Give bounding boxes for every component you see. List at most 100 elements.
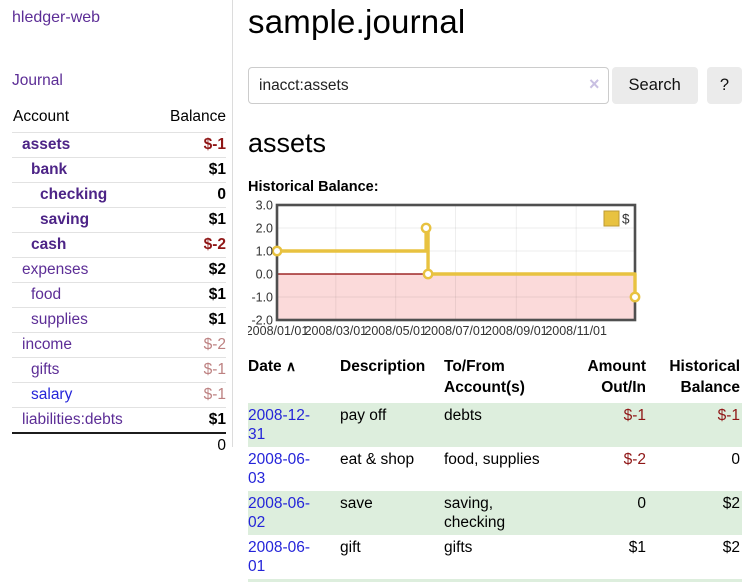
x-axis-tick-label: 2008/09/01	[485, 324, 548, 338]
transaction-date-link[interactable]: 2008-06-02	[248, 495, 311, 531]
accounts-table-header: Account Balance	[12, 105, 226, 133]
account-link[interactable]: gifts	[31, 361, 60, 378]
register-row[interactable]: 2008-12-31 pay off debts $-1 $-1	[248, 403, 742, 447]
transaction-accounts: debts	[444, 407, 482, 424]
transaction-accounts: saving, checking	[444, 495, 506, 531]
account-balance: $1	[153, 307, 226, 333]
y-axis-tick-label: 3.0	[256, 199, 273, 213]
transaction-balance: 0	[731, 451, 740, 468]
search-box: ×	[248, 67, 609, 104]
legend-label: $	[622, 212, 630, 227]
transaction-date-link[interactable]: 2008-06-03	[248, 451, 311, 487]
legend-swatch	[603, 210, 620, 227]
chart-canvas[interactable]: $3.0 2.0 1.0 0.0 -1.0 -2.02008/01/012008/03/0…	[248, 198, 742, 348]
data-point-marker	[420, 222, 432, 234]
accounts-header-balance: Balance	[169, 108, 226, 125]
y-axis-tick-label: 2.0	[256, 222, 273, 236]
account-row: supplies $1	[12, 307, 226, 333]
account-balance: 0	[153, 182, 226, 208]
data-point-marker	[271, 245, 283, 257]
transaction-description: gift	[340, 539, 361, 556]
column-header-balance[interactable]: Historical Balance	[669, 358, 740, 396]
help-button[interactable]: ?	[706, 67, 742, 104]
transaction-amount: $-2	[623, 451, 646, 468]
account-link[interactable]: expenses	[22, 261, 89, 278]
register-row[interactable]: 2008-06-01 gift gifts $1 $2	[248, 535, 742, 579]
transaction-accounts: food, supplies	[444, 451, 540, 468]
accounts-table: Account Balance assets $-1 bank $1 checking 0…	[12, 105, 226, 458]
transaction-description: eat & shop	[340, 451, 415, 468]
account-row: cash $-2	[12, 232, 226, 258]
transaction-balance: $2	[722, 539, 740, 556]
account-balance: $1	[153, 157, 226, 183]
account-balance: $-2	[153, 232, 226, 258]
register-table: Date ∧ Description To/From Account(s) Am…	[248, 354, 742, 582]
account-row: gifts $-1	[12, 357, 226, 383]
account-link[interactable]: liabilities:debts	[22, 411, 123, 428]
account-link[interactable]: cash	[31, 236, 67, 253]
sidebar-item-journal[interactable]: Journal	[12, 72, 63, 89]
accounts-total-value: 0	[153, 432, 226, 458]
clear-search-icon[interactable]: ×	[589, 74, 600, 94]
data-point-marker	[422, 268, 434, 280]
account-row: liabilities:debts $1	[12, 407, 226, 433]
x-axis-tick-label: 2008/11/01	[545, 324, 607, 338]
column-header-date[interactable]: Date ∧	[248, 358, 297, 375]
y-axis-tick-label: -2.0	[251, 314, 273, 328]
account-heading: assets	[248, 128, 327, 158]
account-row: saving $1	[12, 207, 226, 233]
transaction-date-link[interactable]: 2008-12-31	[248, 407, 311, 443]
account-balance: $-2	[153, 332, 226, 358]
account-balance: $2	[153, 257, 226, 283]
x-axis-tick-label: 2008/01/01	[248, 324, 308, 338]
account-row: checking 0	[12, 182, 226, 208]
main-content: sample.journal × Search ? assets Histori…	[248, 0, 742, 582]
historical-balance-chart[interactable]: $3.0 2.0 1.0 0.0 -1.0 -2.0 2008/01/01 2008/03/0…	[248, 198, 742, 348]
account-balance: $1	[153, 407, 226, 433]
account-link[interactable]: supplies	[31, 311, 88, 328]
account-link[interactable]: salary	[31, 386, 73, 403]
account-link[interactable]: checking	[40, 186, 108, 203]
page-title: sample.journal	[248, 3, 466, 40]
account-link[interactable]: assets	[22, 136, 71, 153]
account-balance: $-1	[153, 382, 226, 408]
y-axis-tick-label: 0.0	[256, 268, 273, 282]
account-link[interactable]: income	[22, 336, 72, 353]
register-row[interactable]: 2008-06-03 eat & shop food, supplies $-2 0	[248, 447, 742, 491]
transaction-amount: $-1	[623, 407, 646, 424]
x-axis-tick-label: 2008/07/01	[424, 324, 487, 338]
sidebar: hledger-web Journal Account Balance asse…	[0, 0, 233, 458]
search-input[interactable]	[248, 67, 609, 104]
data-point-marker	[629, 291, 641, 303]
account-row: salary $-1	[12, 382, 226, 408]
transaction-balance: $2	[722, 495, 740, 512]
negative-region	[277, 274, 635, 320]
transaction-accounts: gifts	[444, 539, 473, 556]
search-form: × Search ?	[248, 67, 742, 104]
account-link[interactable]: food	[31, 286, 62, 303]
account-row: assets $-1	[12, 132, 226, 158]
account-row: expenses $2	[12, 257, 226, 283]
account-row: bank $1	[12, 157, 226, 183]
transaction-amount: 0	[637, 495, 646, 512]
transaction-date-link[interactable]: 2008-06-01	[248, 539, 311, 575]
transaction-balance: $-1	[717, 407, 740, 424]
brand-link[interactable]: hledger-web	[12, 9, 101, 26]
register-row[interactable]: 2008-06-02 save saving, checking 0 $2	[248, 491, 742, 535]
x-axis-tick-label: 2008/05/01	[364, 324, 427, 338]
y-axis-tick-label: -1.0	[251, 291, 273, 305]
chart-title: Historical Balance:	[248, 179, 379, 195]
account-balance: $-1	[153, 357, 226, 383]
account-link[interactable]: saving	[40, 211, 90, 228]
accounts-total-row: 0	[12, 432, 226, 458]
search-button[interactable]: Search	[611, 67, 698, 104]
sort-ascending-icon: ∧	[285, 358, 297, 374]
column-header-amount[interactable]: Amount Out/In	[587, 358, 646, 396]
account-link[interactable]: bank	[31, 161, 68, 178]
register-row[interactable]: 2008-01-01incomesalary$1$1	[248, 579, 742, 582]
column-header-accounts[interactable]: To/From Account(s)	[444, 358, 525, 396]
account-balance: $1	[153, 282, 226, 308]
account-balance: $1	[153, 207, 226, 233]
column-header-description[interactable]: Description	[340, 358, 426, 375]
